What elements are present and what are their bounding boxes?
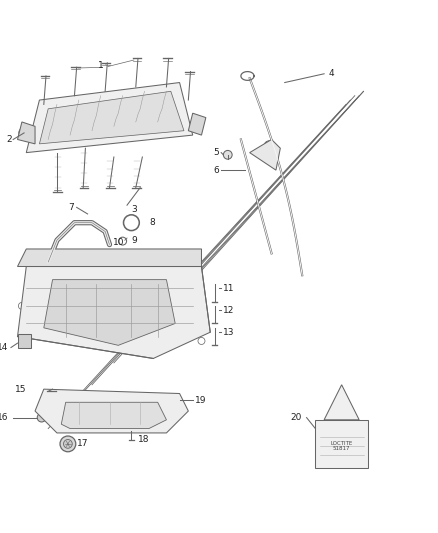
Circle shape (60, 436, 76, 452)
Circle shape (198, 294, 205, 301)
Circle shape (18, 302, 25, 310)
Circle shape (27, 263, 34, 270)
Text: 2: 2 (6, 135, 11, 144)
Polygon shape (188, 113, 206, 135)
Text: 13: 13 (223, 328, 235, 337)
Polygon shape (39, 91, 184, 144)
Circle shape (62, 254, 69, 261)
Circle shape (198, 316, 205, 322)
Text: 19: 19 (195, 395, 206, 405)
Polygon shape (18, 122, 35, 144)
Text: 11: 11 (223, 284, 235, 293)
Text: 8: 8 (149, 218, 155, 227)
Polygon shape (18, 334, 31, 348)
Polygon shape (18, 266, 210, 359)
Text: 6: 6 (213, 166, 219, 175)
Text: 18: 18 (138, 435, 149, 444)
Circle shape (223, 150, 232, 159)
Text: 4: 4 (328, 69, 334, 78)
Circle shape (189, 263, 196, 270)
Text: 10: 10 (113, 238, 124, 247)
Text: 15: 15 (15, 385, 26, 394)
Text: 17: 17 (77, 439, 88, 448)
Polygon shape (324, 385, 359, 420)
Text: 5: 5 (213, 148, 219, 157)
Polygon shape (61, 402, 166, 429)
Circle shape (198, 337, 205, 344)
Circle shape (64, 440, 72, 448)
Text: 12: 12 (223, 306, 235, 315)
Text: 7: 7 (69, 203, 74, 212)
Text: 1: 1 (98, 61, 104, 69)
Text: 16: 16 (0, 413, 9, 422)
Circle shape (19, 128, 29, 138)
Polygon shape (18, 249, 201, 266)
Polygon shape (44, 280, 175, 345)
Circle shape (106, 254, 113, 261)
Circle shape (150, 254, 157, 261)
Polygon shape (26, 83, 193, 152)
Polygon shape (35, 258, 61, 275)
Polygon shape (315, 420, 368, 468)
Text: 20: 20 (291, 413, 302, 422)
Text: 3: 3 (131, 205, 137, 214)
Text: 14: 14 (0, 343, 9, 352)
Polygon shape (250, 140, 280, 170)
Text: 9: 9 (131, 236, 137, 245)
Circle shape (264, 141, 275, 151)
Circle shape (37, 413, 46, 422)
Polygon shape (35, 389, 188, 433)
Text: LOCTITE
51817: LOCTITE 51817 (331, 441, 353, 451)
